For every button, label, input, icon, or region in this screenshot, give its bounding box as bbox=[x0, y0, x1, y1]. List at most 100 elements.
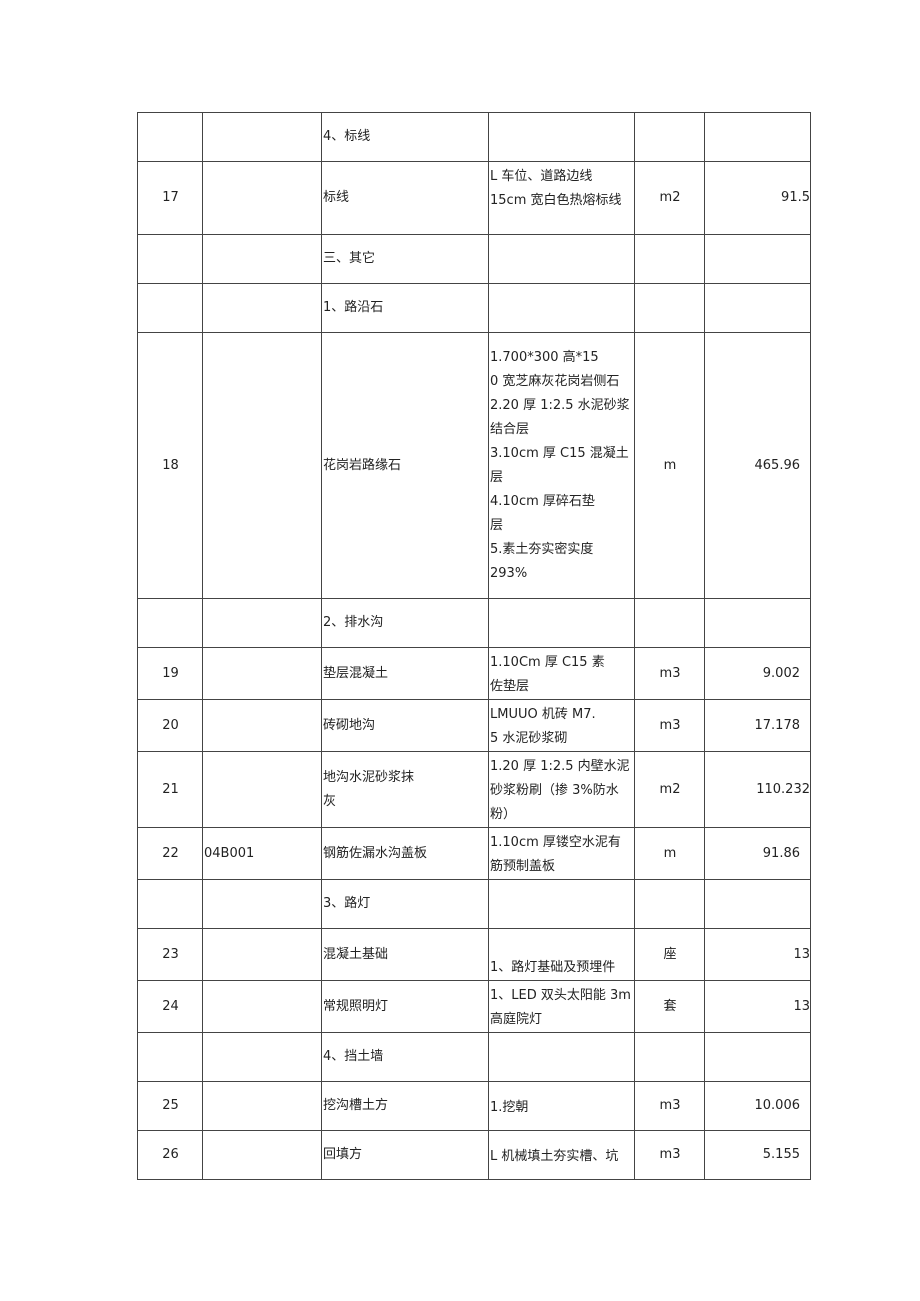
item-number: 22 bbox=[137, 827, 203, 880]
item-name: 地沟水泥砂浆抹 灰 bbox=[321, 751, 489, 828]
item-description: 1、LED 双头太阳能 3m 高庭院灯 bbox=[488, 980, 635, 1033]
table-row: 26 回填方 L 机械填土夯实槽、坑 m3 5.155 bbox=[137, 1130, 811, 1180]
item-quantity: 110.232 bbox=[704, 751, 811, 828]
item-number bbox=[137, 598, 203, 648]
item-unit: m2 bbox=[634, 161, 705, 235]
item-unit bbox=[634, 1032, 705, 1082]
item-code bbox=[202, 1032, 322, 1082]
item-description: 1.700*300 高*15 0 宽芝麻灰花岗岩侧石 2.20 厚 1:2.5 … bbox=[488, 332, 635, 599]
item-name: 三、其它 bbox=[321, 234, 489, 284]
item-number: 23 bbox=[137, 928, 203, 981]
item-code: 04B001 bbox=[202, 827, 322, 880]
table-row: 24 常规照明灯 1、LED 双头太阳能 3m 高庭院灯套 13 bbox=[137, 980, 811, 1033]
item-quantity bbox=[704, 598, 811, 648]
item-description: LMUUO 机砖 M7. 5 水泥砂浆砌 bbox=[488, 699, 635, 752]
item-unit: m3 bbox=[634, 647, 705, 700]
table-row: 2、排水沟 bbox=[137, 598, 811, 648]
item-quantity: 91.86 bbox=[704, 827, 811, 880]
item-description: 1.20 厚 1:2.5 内壁水泥 砂浆粉刷（掺 3%防水 粉） bbox=[488, 751, 635, 828]
item-code bbox=[202, 234, 322, 284]
item-name: 挖沟槽土方 bbox=[321, 1081, 489, 1131]
item-number: 26 bbox=[137, 1130, 203, 1180]
item-quantity bbox=[704, 283, 811, 333]
item-code bbox=[202, 598, 322, 648]
item-description bbox=[488, 283, 635, 333]
item-unit bbox=[634, 598, 705, 648]
item-number bbox=[137, 283, 203, 333]
item-name: 垫层混凝土 bbox=[321, 647, 489, 700]
item-name: 钢筋佐漏水沟盖板 bbox=[321, 827, 489, 880]
item-name: 2、排水沟 bbox=[321, 598, 489, 648]
item-unit bbox=[634, 879, 705, 929]
item-quantity bbox=[704, 879, 811, 929]
item-name: 3、路灯 bbox=[321, 879, 489, 929]
item-unit bbox=[634, 112, 705, 162]
item-name: 混凝土基础 bbox=[321, 928, 489, 981]
item-code bbox=[202, 161, 322, 235]
item-unit: m3 bbox=[634, 699, 705, 752]
table-row: 1、路沿石 bbox=[137, 283, 811, 333]
item-description: 1、路灯基础及预埋件 bbox=[488, 928, 635, 981]
item-quantity: 13 bbox=[704, 980, 811, 1033]
item-name: 4、标线 bbox=[321, 112, 489, 162]
item-description: 1.10cm 厚镂空水泥有 筋预制盖板 bbox=[488, 827, 635, 880]
item-number: 19 bbox=[137, 647, 203, 700]
item-number: 17 bbox=[137, 161, 203, 235]
item-quantity: 17.178 bbox=[704, 699, 811, 752]
table-row: 17 标线 L 车位、道路边线 15cm 宽白色热熔标线 m2 91.5 bbox=[137, 161, 811, 235]
item-code bbox=[202, 332, 322, 599]
item-number bbox=[137, 1032, 203, 1082]
item-unit bbox=[634, 234, 705, 284]
table-row: 4、挡土墙 bbox=[137, 1032, 811, 1082]
item-description bbox=[488, 234, 635, 284]
item-quantity: 5.155 bbox=[704, 1130, 811, 1180]
item-code bbox=[202, 928, 322, 981]
item-code bbox=[202, 980, 322, 1033]
table-row: 22 04B001 钢筋佐漏水沟盖板 1.10cm 厚镂空水泥有 筋预制盖板 m 91.8… bbox=[137, 827, 811, 880]
item-number: 21 bbox=[137, 751, 203, 828]
item-code bbox=[202, 112, 322, 162]
item-name: 花岗岩路缘石 bbox=[321, 332, 489, 599]
item-code bbox=[202, 751, 322, 828]
item-name: 1、路沿石 bbox=[321, 283, 489, 333]
item-code bbox=[202, 879, 322, 929]
item-quantity: 9.002 bbox=[704, 647, 811, 700]
table-row: 21 地沟水泥砂浆抹 灰 1.20 厚 1:2.5 内壁水泥 砂浆粉刷（掺 3%防水… bbox=[137, 751, 811, 828]
item-quantity: 91.5 bbox=[704, 161, 811, 235]
table-row: 4、标线 bbox=[137, 112, 811, 162]
item-unit bbox=[634, 283, 705, 333]
item-quantity: 13 bbox=[704, 928, 811, 981]
item-unit: m bbox=[634, 827, 705, 880]
table-row: 3、路灯 bbox=[137, 879, 811, 929]
item-description bbox=[488, 879, 635, 929]
table-row: 25 挖沟槽土方 1.挖朝 m3 10.006 bbox=[137, 1081, 811, 1131]
item-description bbox=[488, 1032, 635, 1082]
bill-of-quantities-table: 4、标线 17 标线 L 车位、道路边线 15cm 宽白色热熔标线 m2 91.5 三、其它… bbox=[137, 112, 811, 1180]
item-name: 4、挡土墙 bbox=[321, 1032, 489, 1082]
item-name: 回填方 bbox=[321, 1130, 489, 1180]
item-number bbox=[137, 879, 203, 929]
item-description bbox=[488, 598, 635, 648]
item-number: 24 bbox=[137, 980, 203, 1033]
table-row: 20 砖砌地沟 LMUUO 机砖 M7. 5 水泥砂浆砌 m3 17.178 bbox=[137, 699, 811, 752]
item-name: 砖砌地沟 bbox=[321, 699, 489, 752]
item-name: 标线 bbox=[321, 161, 489, 235]
table-row: 19 垫层混凝土 1.10Cm 厚 C15 素 佐垫层 m3 9.002 bbox=[137, 647, 811, 700]
item-description bbox=[488, 112, 635, 162]
item-description: L 机械填土夯实槽、坑 bbox=[488, 1130, 635, 1180]
item-unit: 座 bbox=[634, 928, 705, 981]
item-quantity: 465.96 bbox=[704, 332, 811, 599]
item-number bbox=[137, 234, 203, 284]
item-unit: 套 bbox=[634, 980, 705, 1033]
item-unit: m3 bbox=[634, 1130, 705, 1180]
item-name: 常规照明灯 bbox=[321, 980, 489, 1033]
item-code bbox=[202, 283, 322, 333]
item-quantity bbox=[704, 112, 811, 162]
table-row: 三、其它 bbox=[137, 234, 811, 284]
item-number bbox=[137, 112, 203, 162]
item-unit: m2 bbox=[634, 751, 705, 828]
item-description: 1.挖朝 bbox=[488, 1081, 635, 1131]
item-quantity: 10.006 bbox=[704, 1081, 811, 1131]
item-code bbox=[202, 699, 322, 752]
table-row: 18 花岗岩路缘石 1.700*300 高*15 0 宽芝麻灰花岗岩侧石 2.20 … bbox=[137, 332, 811, 599]
